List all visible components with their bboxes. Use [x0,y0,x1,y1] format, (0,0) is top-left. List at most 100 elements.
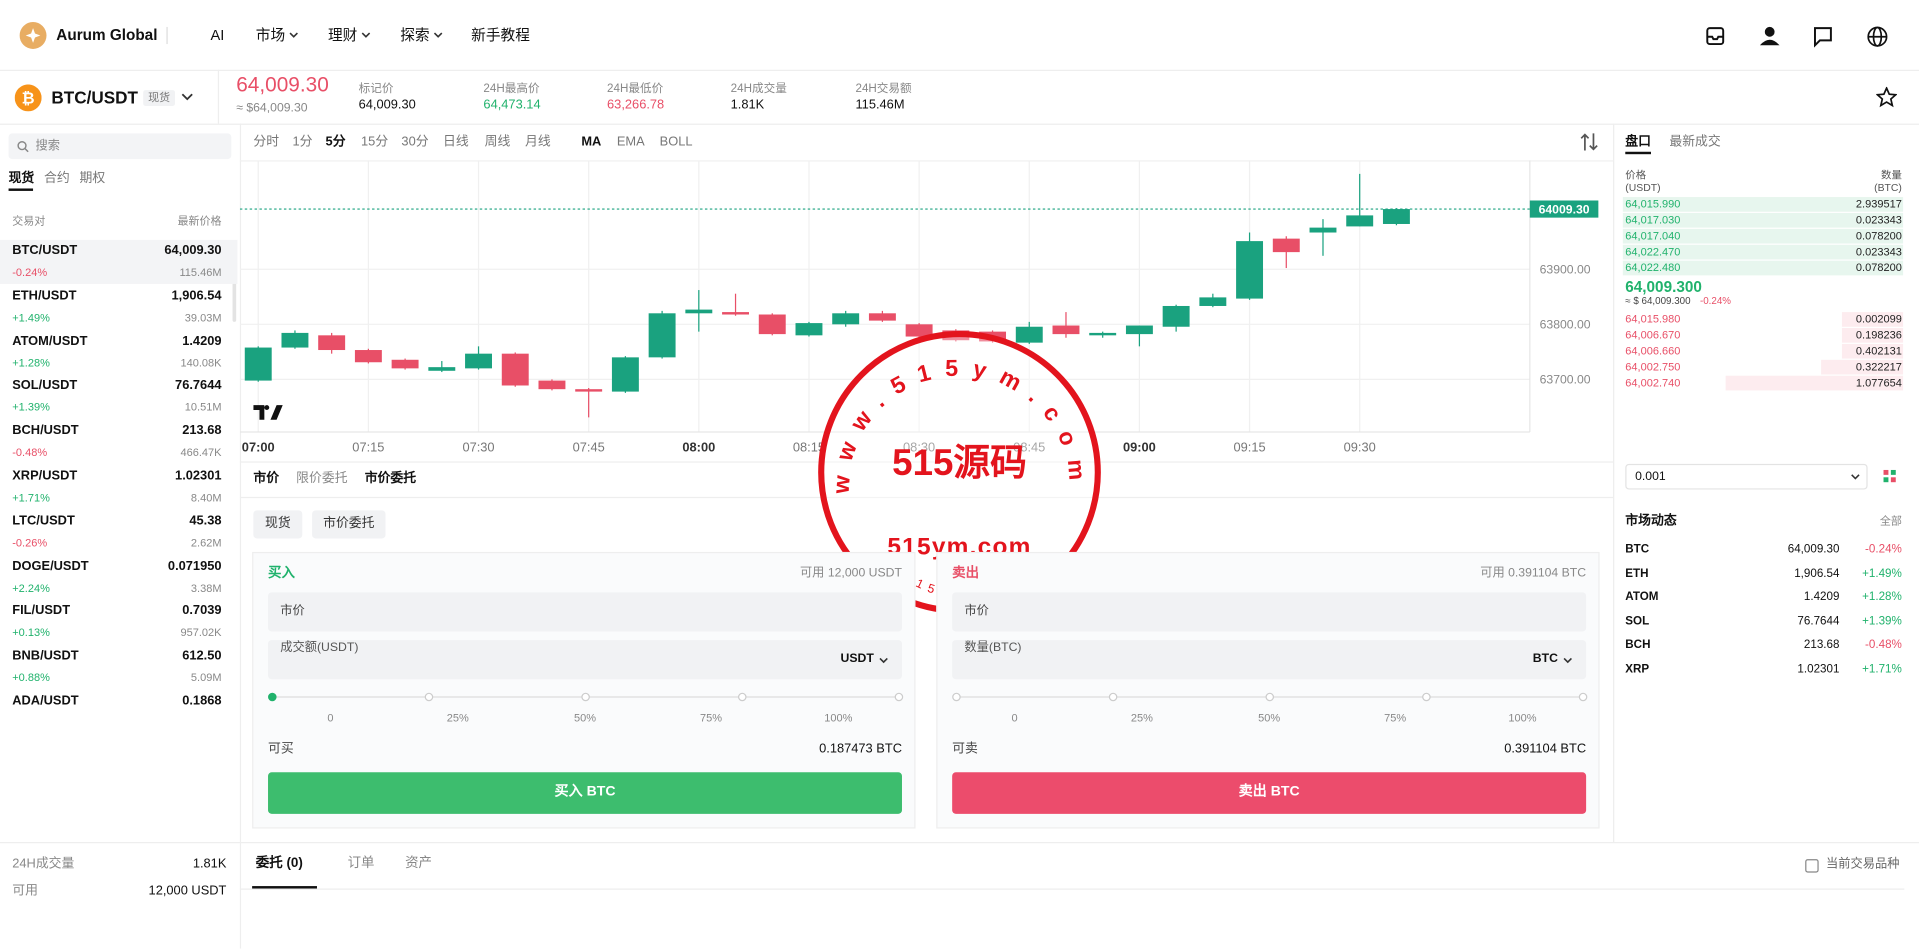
market-pair[interactable]: ATOM/USDT [12,333,88,348]
bid-price: 64,006.660 [1625,344,1681,357]
globe-icon[interactable] [1867,26,1888,47]
bid-qty: 0.322217 [1855,360,1902,373]
book-tab[interactable]: 盘口 [1625,134,1651,149]
submit-label[interactable]: 买入 BTC [554,784,616,800]
chat-icon[interactable] [1814,27,1832,48]
market-pair[interactable]: SOL/USDT [12,378,78,393]
settings-icon[interactable] [1580,132,1598,152]
feed-price: 64,009.30 [1787,542,1840,557]
feed-price: 76.7644 [1797,614,1840,628]
market-pair[interactable]: BTC/USDT [12,243,78,258]
interval[interactable]: 30分 [401,134,429,149]
orders-tab[interactable]: 委托 (0) [255,855,303,871]
user-icon[interactable] [1759,26,1780,46]
max-label: 可卖 [952,741,978,756]
feed-symbol: XRP [1625,662,1650,676]
order-tab[interactable]: 市价委托 [364,470,417,486]
slider-label: 75% [700,711,723,725]
market-change: +1.28% [12,356,50,369]
orders-tab-underline [252,886,317,889]
nav-item[interactable]: 探索 [400,26,430,44]
indicator[interactable]: EMA [616,134,645,149]
interval[interactable]: 15分 [361,134,389,149]
unit[interactable]: BTC [1532,652,1558,666]
toolbar-border [239,160,1614,162]
book-tab[interactable]: 最新成交 [1669,134,1721,149]
slider-dot[interactable] [894,692,903,702]
book-header: 价格 [1625,168,1647,182]
x-tick-label: 08:30 [903,440,935,455]
slider-dot[interactable] [580,692,590,702]
market-volume: 957.02K [180,626,222,639]
orders-tab[interactable]: 订单 [347,855,375,871]
brand[interactable]: Aurum Global [56,26,158,44]
market-change: +0.88% [12,671,50,684]
inbox-icon[interactable] [1706,27,1725,46]
candle-body [1125,325,1153,335]
interval[interactable]: 5分 [325,134,346,149]
interval[interactable]: 月线 [525,134,551,149]
market-pair[interactable]: DOGE/USDT [12,558,89,574]
market-tab[interactable]: 期权 [79,170,106,186]
candle-body [685,309,713,314]
interval[interactable]: 日线 [443,134,469,149]
market-pair[interactable]: ETH/USDT [12,288,77,303]
interval[interactable]: 分时 [253,134,280,149]
slider-dot[interactable] [1108,692,1117,702]
amount-field[interactable] [952,640,1587,680]
amount-field[interactable] [268,640,902,680]
precision-select[interactable] [1625,463,1868,490]
chevron[interactable] [181,93,193,103]
slider-dot[interactable] [1421,692,1431,702]
pair[interactable]: BTC/USDT [51,87,139,108]
chip[interactable] [253,510,303,539]
slider-dot[interactable] [1264,692,1274,702]
checkbox[interactable] [1805,859,1819,873]
market-pair[interactable]: XRP/USDT [12,468,78,484]
nav-item[interactable]: 理财 [327,26,358,44]
interval[interactable]: 1分 [292,134,313,149]
nav-item[interactable]: 市场 [255,26,286,44]
market-pair[interactable]: BNB/USDT [12,648,79,664]
submit-button[interactable] [268,772,902,814]
nav-item[interactable]: AI [210,26,225,44]
slider-dot[interactable] [951,692,961,702]
unit[interactable]: USDT [840,652,874,666]
submit-button[interactable] [952,772,1587,814]
candlestick-chart: 07:00 07:15 07:30 07:45 08:00 08:15 08:30 08:45… [239,160,1599,455]
order-tab[interactable]: 限价委托 [296,470,348,486]
indicator[interactable]: MA [581,134,602,149]
market-pair[interactable]: FIL/USDT [12,603,71,619]
max-value: 0.187473 BTC [819,741,902,756]
order-tab[interactable]: 市价 [253,470,280,486]
slider-dot[interactable] [424,692,433,702]
slider-dot[interactable] [737,692,746,702]
market-tab[interactable]: 现货 [8,170,35,186]
last-price-label: 64009.30 [1539,202,1590,216]
market-price: 1,906.54 [171,288,222,303]
market-tab[interactable]: 合约 [44,170,70,186]
market-price: 45.38 [189,513,222,529]
search-box[interactable] [8,133,232,160]
candle-body [1089,332,1117,336]
candle-body [391,359,419,369]
chip[interactable] [312,510,386,539]
orders-tab[interactable]: 资产 [405,855,433,871]
logo[interactable] [19,22,47,49]
svg-text:₿: ₿ [22,89,35,107]
feed-more[interactable]: 全部 [1879,514,1902,527]
favorite[interactable] [1876,86,1897,108]
slider-dot[interactable] [267,692,276,702]
interval[interactable]: 周线 [484,134,511,149]
submit-label[interactable]: 卖出 BTC [1238,784,1300,800]
nav-item[interactable]: 新手教程 [471,26,530,44]
market-pair[interactable]: BCH/USDT [12,423,79,439]
market-pair[interactable]: LTC/USDT [12,513,75,529]
indicator[interactable]: BOLL [659,134,693,149]
chevron [1563,657,1572,664]
market-volume: 39.03M [184,311,222,324]
market-pair[interactable]: ADA/USDT [12,693,79,709]
slider-dot[interactable] [1578,692,1587,702]
market-volume: 140.08K [180,356,222,369]
